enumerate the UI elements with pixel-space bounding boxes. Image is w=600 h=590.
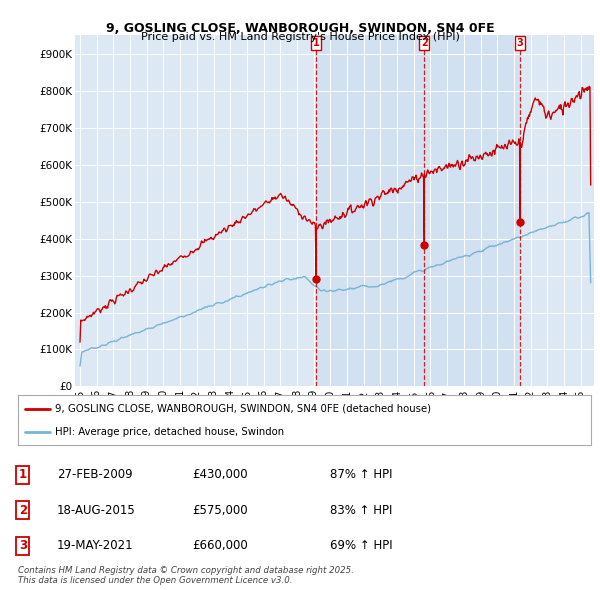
Text: Contains HM Land Registry data © Crown copyright and database right 2025.
This d: Contains HM Land Registry data © Crown c… (18, 566, 354, 585)
Text: 87% ↑ HPI: 87% ↑ HPI (330, 468, 392, 481)
Text: 9, GOSLING CLOSE, WANBOROUGH, SWINDON, SN4 0FE: 9, GOSLING CLOSE, WANBOROUGH, SWINDON, S… (106, 22, 494, 35)
Text: 9, GOSLING CLOSE, WANBOROUGH, SWINDON, SN4 0FE (detached house): 9, GOSLING CLOSE, WANBOROUGH, SWINDON, S… (55, 404, 431, 414)
Text: HPI: Average price, detached house, Swindon: HPI: Average price, detached house, Swin… (55, 427, 284, 437)
Text: 18-AUG-2015: 18-AUG-2015 (57, 504, 136, 517)
Bar (316, 35, 424, 386)
Text: 1: 1 (313, 38, 320, 48)
Text: £660,000: £660,000 (192, 539, 248, 552)
Text: 2: 2 (421, 38, 428, 48)
Text: 83% ↑ HPI: 83% ↑ HPI (330, 504, 392, 517)
Text: 19-MAY-2021: 19-MAY-2021 (57, 539, 134, 552)
Text: 27-FEB-2009: 27-FEB-2009 (57, 468, 133, 481)
Text: 3: 3 (19, 539, 27, 552)
Text: 2: 2 (19, 504, 27, 517)
Text: 1: 1 (19, 468, 27, 481)
Point (419, 240, 429, 250)
Text: £575,000: £575,000 (192, 504, 248, 517)
Point (515, 217, 525, 226)
Text: Price paid vs. HM Land Registry's House Price Index (HPI): Price paid vs. HM Land Registry's House … (140, 32, 460, 42)
Bar (424, 35, 520, 386)
Text: 3: 3 (517, 38, 524, 48)
Point (311, 274, 321, 284)
Text: 69% ↑ HPI: 69% ↑ HPI (330, 539, 392, 552)
Text: £430,000: £430,000 (192, 468, 248, 481)
